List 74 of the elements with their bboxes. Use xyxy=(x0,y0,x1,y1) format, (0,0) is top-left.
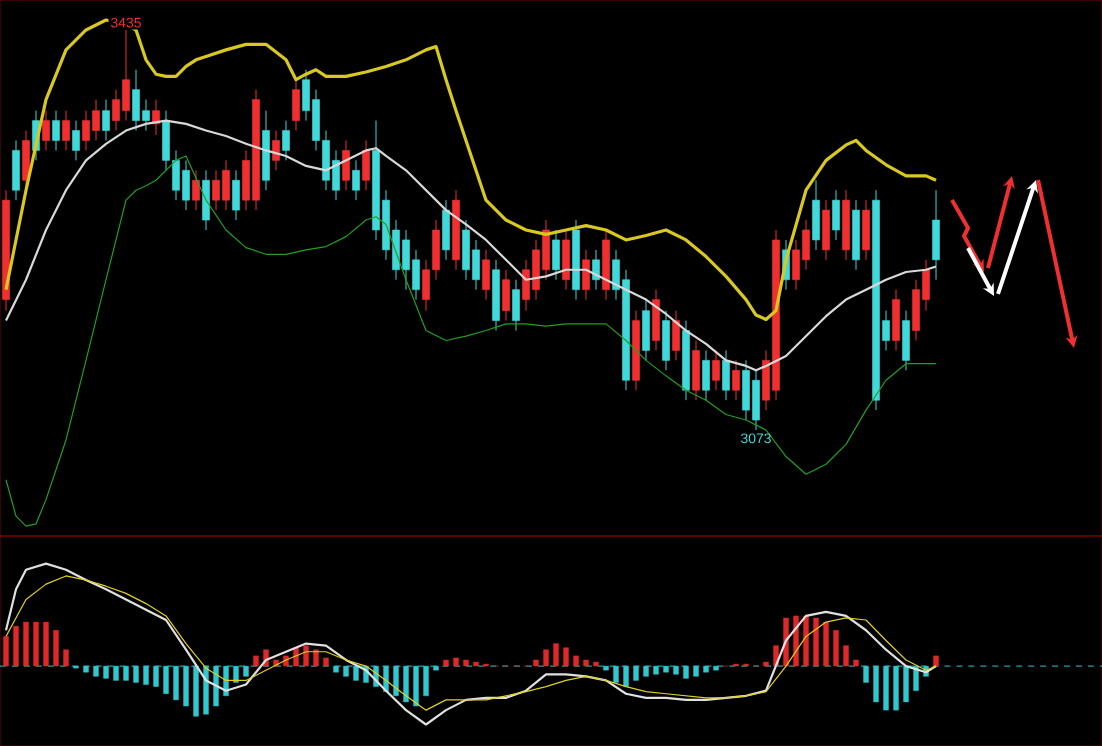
candlestick xyxy=(22,130,30,191)
candlestick xyxy=(482,249,490,301)
bar xyxy=(553,643,559,667)
candlestick xyxy=(352,159,360,201)
bar xyxy=(833,630,839,667)
bar xyxy=(763,661,769,667)
bar xyxy=(463,659,469,667)
bar xyxy=(473,661,479,667)
bar xyxy=(203,665,209,715)
candlestick xyxy=(732,359,740,401)
candlestick xyxy=(892,289,900,351)
candlestick xyxy=(232,169,240,221)
candlestick xyxy=(702,349,710,401)
candlestick xyxy=(282,120,290,161)
bar xyxy=(803,615,809,667)
candlestick xyxy=(642,299,650,361)
bar xyxy=(323,657,329,667)
bar xyxy=(693,665,699,677)
bar xyxy=(853,659,859,667)
candlestick xyxy=(832,189,840,241)
bar xyxy=(453,657,459,667)
candlestick xyxy=(822,199,830,261)
bar xyxy=(873,665,879,703)
candlestick xyxy=(712,349,720,391)
bar xyxy=(3,636,9,667)
bar xyxy=(13,625,19,667)
bar xyxy=(253,655,259,667)
candlestick xyxy=(582,249,590,301)
bar xyxy=(583,659,589,667)
candlestick xyxy=(672,310,680,361)
bar xyxy=(813,617,819,667)
bar xyxy=(533,659,539,667)
bar xyxy=(843,645,849,667)
bar xyxy=(313,649,319,667)
bar xyxy=(43,621,49,667)
candlestick xyxy=(72,120,80,161)
candlestick xyxy=(722,349,730,401)
candlestick xyxy=(42,110,50,151)
candlestick xyxy=(12,139,20,201)
candlestick xyxy=(62,110,70,151)
candlestick xyxy=(592,249,600,291)
candlestick xyxy=(502,269,510,322)
candlestick xyxy=(662,310,670,371)
candlestick xyxy=(812,179,820,251)
bar xyxy=(303,645,309,667)
candlestick xyxy=(192,169,200,211)
candlestick xyxy=(562,229,570,291)
candlestick xyxy=(902,310,910,371)
bar xyxy=(143,665,149,685)
candlestick xyxy=(932,189,940,281)
candlestick xyxy=(692,339,700,401)
candlestick xyxy=(272,130,280,171)
bar xyxy=(33,621,39,667)
bar xyxy=(593,661,599,667)
candlestick xyxy=(552,229,560,281)
bar xyxy=(933,655,939,667)
bar xyxy=(573,655,579,667)
candlestick xyxy=(292,79,300,132)
candlestick xyxy=(362,139,370,191)
candlestick xyxy=(52,110,60,151)
bar xyxy=(563,647,569,667)
candlestick xyxy=(442,199,450,261)
bar xyxy=(53,630,59,667)
bar xyxy=(23,621,29,667)
candlestick xyxy=(862,199,870,261)
bar xyxy=(63,649,69,667)
candlestick xyxy=(202,169,210,231)
bar xyxy=(443,659,449,667)
bar xyxy=(823,621,829,667)
bar xyxy=(543,649,549,667)
candlestick xyxy=(102,99,110,141)
candlestick xyxy=(512,279,520,332)
candlestick xyxy=(652,289,660,351)
candlestick xyxy=(342,139,350,191)
